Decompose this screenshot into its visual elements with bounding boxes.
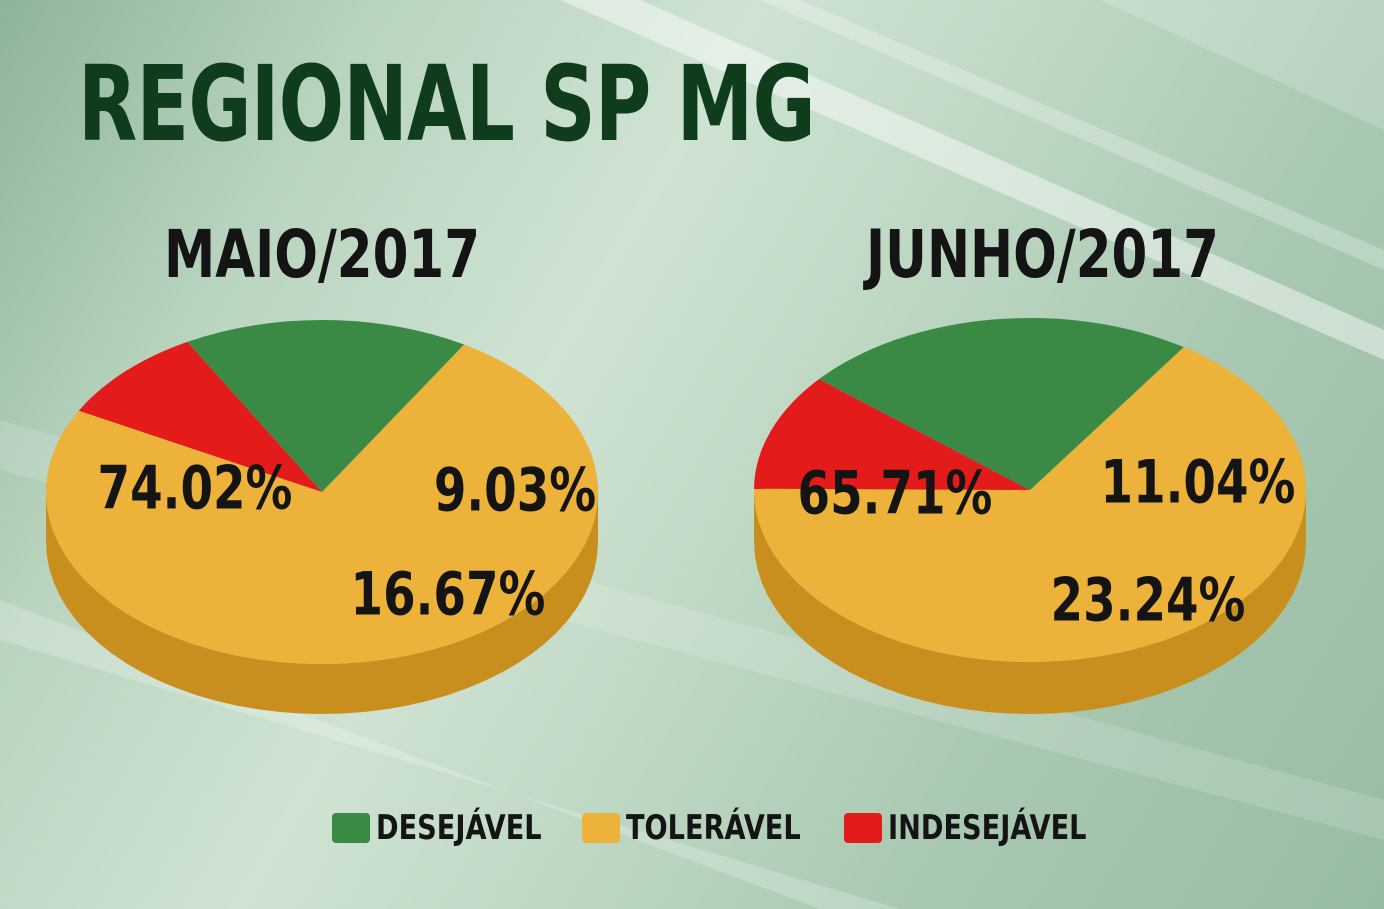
legend-item-desejavel: DESEJÁVEL bbox=[332, 808, 583, 848]
legend-item-toleravel: TOLERÁVEL bbox=[582, 808, 844, 848]
legend: DESEJÁVEL TOLERÁVEL INDESEJÁVEL bbox=[0, 808, 1384, 852]
legend-label-toleravel: TOLERÁVEL bbox=[626, 808, 801, 848]
legend-swatch-indesejavel bbox=[844, 813, 882, 843]
legend-label-indesejavel: INDESEJÁVEL bbox=[888, 808, 1087, 848]
chart-title-junho: JUNHO/2017 bbox=[866, 216, 1219, 293]
legend-label-desejavel: DESEJÁVEL bbox=[376, 808, 542, 848]
legend-swatch-toleravel bbox=[582, 813, 620, 843]
pie-chart-maio: 74.02% 9.03% 16.67% bbox=[46, 320, 599, 714]
pie-junho-side-toleravel-0 bbox=[754, 490, 1306, 714]
pie-maio-label-indesejavel: 9.03% bbox=[434, 455, 596, 525]
pie-junho-label-toleravel: 65.71% bbox=[798, 458, 993, 528]
pie-junho-label-indesejavel: 11.04% bbox=[1101, 447, 1296, 517]
pie-junho-label-desejavel: 23.24% bbox=[1051, 565, 1246, 635]
chart-title-maio: MAIO/2017 bbox=[164, 216, 481, 293]
pie-maio-label-desejavel: 16.67% bbox=[351, 559, 546, 629]
page-title: REGIONAL SP MG bbox=[78, 43, 816, 165]
pie-chart-junho: 65.71% 11.04% 23.24% bbox=[753, 317, 1306, 714]
legend-swatch-desejavel bbox=[332, 813, 370, 843]
pie-maio-slice-indesejavel bbox=[78, 341, 322, 492]
pie-maio-slice-toleravel bbox=[46, 344, 599, 664]
pie-maio-label-toleravel: 74.02% bbox=[98, 453, 293, 523]
pie-junho-slice-desejavel bbox=[819, 317, 1184, 490]
legend-item-indesejavel: INDESEJÁVEL bbox=[844, 808, 1136, 848]
pie-maio-side-toleravel-0 bbox=[46, 492, 598, 714]
pie-junho-slice-indesejavel bbox=[754, 379, 1030, 490]
pie-junho-slice-toleravel bbox=[753, 347, 1306, 662]
pie-maio-slice-desejavel bbox=[187, 320, 465, 492]
